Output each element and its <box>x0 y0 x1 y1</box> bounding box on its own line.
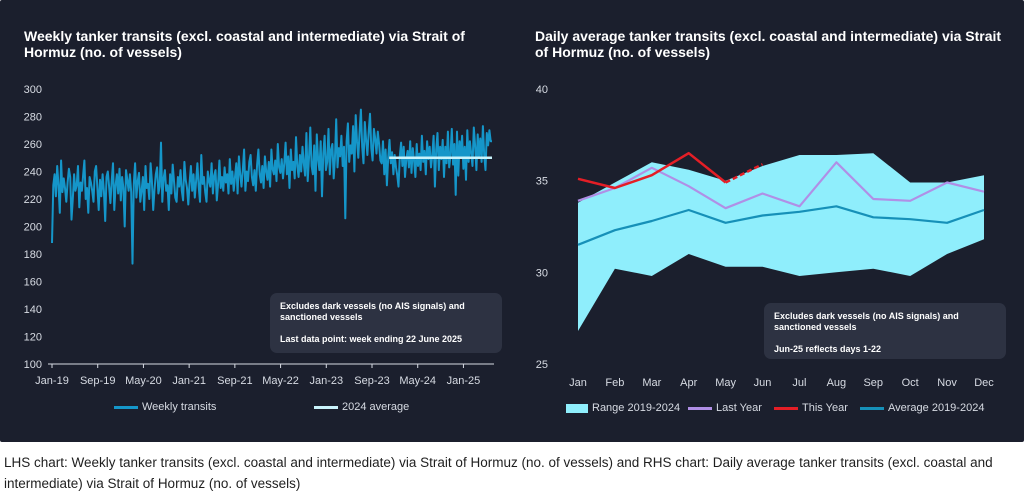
rhs-note-partial-month: Jun-25 reflects days 1-22 <box>774 344 882 354</box>
legend-average-label: Average 2019-2024 <box>888 402 985 414</box>
y-tick-label: 100 <box>24 359 42 371</box>
legend-range: Range 2019-2024 <box>566 402 680 414</box>
lhs-note-last-data: Last data point: week ending 22 June 202… <box>280 334 463 344</box>
legend-weekly-transits: Weekly transits <box>114 401 216 413</box>
x-tick-label: Nov <box>937 377 957 389</box>
this-year-partial-line <box>725 163 764 184</box>
legend-last-year: Last Year <box>688 402 762 414</box>
x-tick-label: Sep-23 <box>354 375 389 387</box>
x-tick-label: Sep-19 <box>80 375 115 387</box>
lhs-note-text: Excludes dark vessels (no AIS signals) a… <box>280 301 465 322</box>
x-tick-label: Jan-19 <box>35 375 69 387</box>
lhs-chart-title: Weekly tanker transits (excl. coastal an… <box>24 28 465 60</box>
legend-average: Average 2019-2024 <box>860 402 984 414</box>
y-tick-label: 30 <box>536 267 548 279</box>
y-tick-label: 200 <box>24 222 42 234</box>
y-tick-label: 300 <box>24 84 42 96</box>
average-swatch <box>860 406 884 410</box>
x-tick-label: Jul <box>792 377 806 389</box>
rhs-chart-title: Daily average tanker transits (excl. coa… <box>535 28 1002 60</box>
this-year-line <box>577 151 727 190</box>
this-year-swatch <box>774 406 798 410</box>
legend-range-label: Range 2019-2024 <box>592 402 681 414</box>
x-tick-label: Apr <box>680 377 697 389</box>
y-tick-label: 160 <box>24 277 42 289</box>
rhs-note-text: Excludes dark vessels (no AIS signals) a… <box>774 311 959 332</box>
y-tick-label: 40 <box>536 84 548 96</box>
rhs-chart: 25 30 35 40 Jan Feb Mar Apr May Jun Jul Aug Sep Oct No… <box>536 84 995 389</box>
x-tick-label: Sep <box>863 377 883 389</box>
x-tick-label: Jun <box>754 377 772 389</box>
y-tick-label: 240 <box>24 167 42 179</box>
x-tick-label: Sep-21 <box>217 375 252 387</box>
legend-2024-average: 2024 average <box>314 401 409 413</box>
legend-this-year-label: This Year <box>802 402 848 414</box>
y-tick-label: 140 <box>24 304 42 316</box>
last-year-swatch <box>688 406 712 410</box>
y-tick-label: 120 <box>24 332 42 344</box>
y-tick-label: 280 <box>24 112 42 124</box>
x-tick-label: Aug <box>827 377 847 389</box>
lhs-chart: 100 120 140 160 180 200 220 240 260 280 300 Jan-19 S… <box>24 84 494 387</box>
x-tick-label: Mar <box>642 377 661 389</box>
range-swatch <box>566 403 588 413</box>
x-tick-label: Jan-23 <box>309 375 343 387</box>
x-tick-label: Feb <box>605 377 624 389</box>
x-tick-label: Jan <box>569 377 587 389</box>
legend-this-year: This Year <box>774 402 848 414</box>
range-band <box>578 153 984 331</box>
figure-caption: LHS chart: Weekly tanker transits (excl.… <box>4 455 993 491</box>
y-tick-label: 260 <box>24 139 42 151</box>
x-tick-label: May-22 <box>262 375 299 387</box>
last-year-line <box>577 161 985 210</box>
x-tick-label: Oct <box>902 377 919 389</box>
legend-weekly-transits-label: Weekly transits <box>142 401 217 413</box>
average-line <box>577 205 985 246</box>
x-tick-label: Jan-21 <box>172 375 206 387</box>
lhs-note-box: Excludes dark vessels (no AIS signals) a… <box>270 293 502 353</box>
legend-last-year-label: Last Year <box>716 402 762 414</box>
average-2024-swatch <box>314 405 338 409</box>
rhs-note-box: Excludes dark vessels (no AIS signals) a… <box>764 303 1006 359</box>
y-tick-label: 35 <box>536 176 548 188</box>
y-tick-label: 180 <box>24 249 42 261</box>
weekly-transits-swatch <box>114 405 138 409</box>
y-tick-label: 220 <box>24 194 42 206</box>
weekly-transits-line <box>51 108 492 265</box>
x-tick-label: Jan-25 <box>447 375 481 387</box>
x-tick-label: Dec <box>974 377 994 389</box>
x-tick-label: May <box>715 377 736 389</box>
legend-2024-average-label: 2024 average <box>342 401 410 413</box>
y-tick-label: 25 <box>536 359 548 371</box>
x-tick-label: May-24 <box>399 375 436 387</box>
x-tick-label: May-20 <box>125 375 162 387</box>
